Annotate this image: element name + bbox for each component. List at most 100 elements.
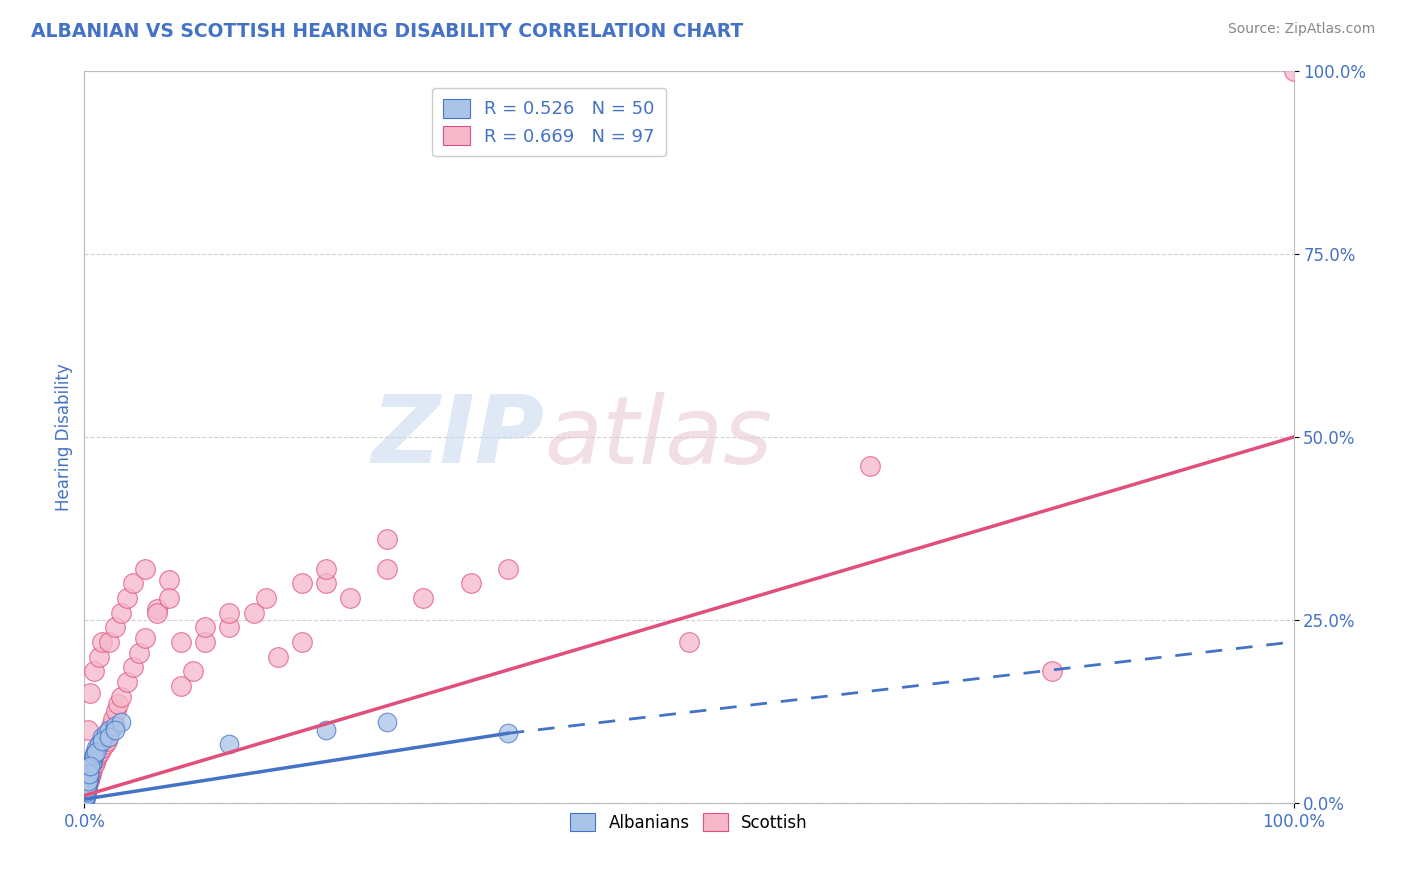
Point [80,766,103,780]
Text: Source: ZipAtlas.com: Source: ZipAtlas.com [1227,22,1375,37]
Point [76,781,98,796]
Point [496,726,519,740]
Point [375,562,398,576]
Text: ALBANIAN VS SCOTTISH HEARING DISABILITY CORRELATION CHART: ALBANIAN VS SCOTTISH HEARING DISABILITY … [31,22,744,41]
Point [170,635,193,649]
Point [91,730,114,744]
Point [94,726,117,740]
Point [97,730,120,744]
Point [96,733,118,747]
Point [80,756,103,770]
Point [194,635,217,649]
Point [134,562,156,576]
Point [76,778,98,792]
Point [77,770,100,784]
Point [77,770,100,784]
Point [75,781,97,796]
Point [218,620,240,634]
Point [75,785,97,799]
Point [315,576,337,591]
Point [110,690,132,704]
Point [82,763,104,777]
Point [79,686,101,700]
Point [75,789,97,803]
Point [73,792,96,806]
Point [77,773,100,788]
Point [1040,664,1063,678]
Legend: Albanians, Scottish: Albanians, Scottish [564,806,814,838]
Point [75,789,97,804]
Point [77,766,100,780]
Text: ZIP: ZIP [371,391,544,483]
Point [77,766,100,780]
Point [94,737,117,751]
Point [75,792,97,806]
Point [181,664,204,678]
Point [146,602,169,616]
Point [315,562,337,576]
Point [146,606,169,620]
Point [254,591,277,605]
Point [79,759,101,773]
Text: atlas: atlas [544,392,772,483]
Point [170,679,193,693]
Point [375,533,398,547]
Point [76,782,98,797]
Point [412,591,434,605]
Point [76,778,98,792]
Point [91,733,114,747]
Point [375,715,398,730]
Point [75,785,97,799]
Point [218,737,240,751]
Point [97,723,120,737]
Point [97,726,120,740]
Point [194,620,217,634]
Point [89,745,111,759]
Point [79,759,101,773]
Point [104,705,127,719]
Point [87,737,110,751]
Point [77,773,100,788]
Point [128,646,150,660]
Point [267,649,290,664]
Point [86,745,108,759]
Point [77,773,100,788]
Point [83,748,105,763]
Point [339,591,361,605]
Point [1282,64,1305,78]
Point [84,752,107,766]
Point [87,740,110,755]
Point [84,745,107,759]
Point [83,664,105,678]
Point [83,748,105,763]
Point [76,781,98,796]
Point [80,756,103,770]
Point [121,576,143,591]
Point [84,748,107,763]
Point [121,660,143,674]
Point [86,745,108,759]
Point [104,723,127,737]
Point [86,748,108,763]
Point [157,573,180,587]
Point [73,794,96,808]
Point [77,773,100,788]
Point [91,635,114,649]
Point [91,740,114,755]
Point [100,719,122,733]
Point [87,649,110,664]
Y-axis label: Hearing Disability: Hearing Disability [55,363,73,511]
Point [103,712,125,726]
Point [90,737,112,751]
Point [77,766,100,780]
Point [859,459,882,474]
Point [315,723,337,737]
Point [157,591,180,605]
Point [242,606,264,620]
Point [76,781,98,796]
Point [77,766,100,780]
Point [460,576,482,591]
Point [496,562,519,576]
Point [94,730,117,744]
Point [83,756,105,770]
